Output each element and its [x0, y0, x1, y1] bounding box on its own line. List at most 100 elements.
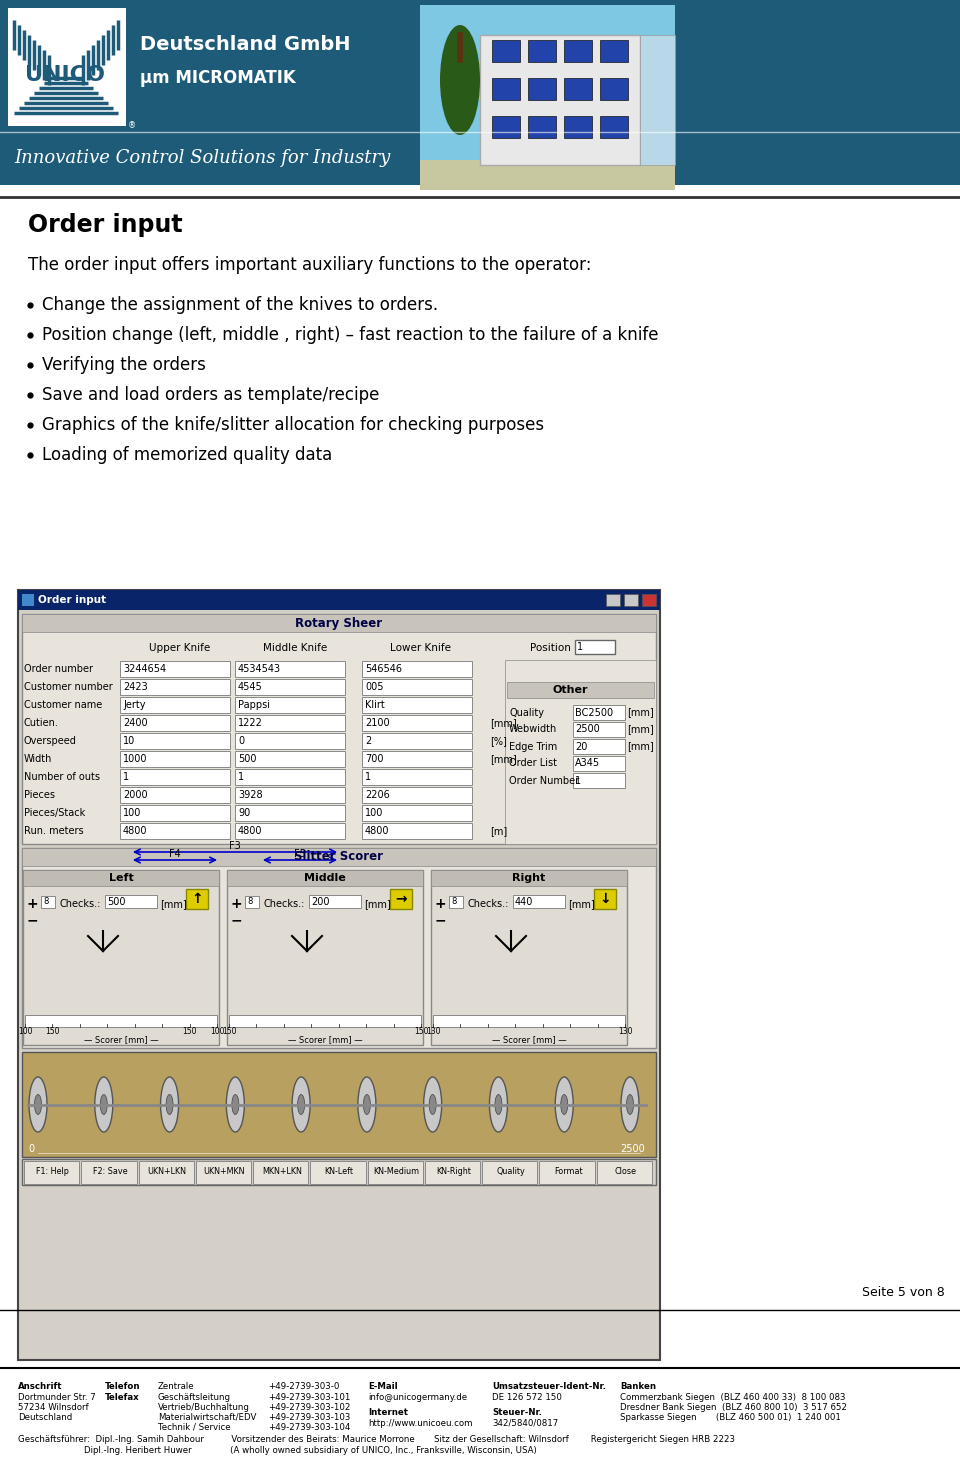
- Text: 440: 440: [515, 896, 534, 907]
- Bar: [227, 870, 423, 1045]
- Bar: [420, 4, 675, 190]
- Bar: [573, 723, 625, 737]
- Text: Lower Knife: Lower Knife: [390, 642, 450, 653]
- Ellipse shape: [429, 1095, 436, 1114]
- Bar: [253, 1161, 308, 1184]
- Bar: [449, 896, 463, 908]
- Text: +49-2739-303-102: +49-2739-303-102: [268, 1403, 350, 1412]
- Bar: [8, 7, 126, 126]
- Text: http://www.unicoeu.com: http://www.unicoeu.com: [368, 1419, 472, 1428]
- Text: Jerty: Jerty: [123, 699, 146, 710]
- Bar: [528, 39, 556, 61]
- Text: Internet: Internet: [368, 1407, 408, 1418]
- Text: +: +: [27, 896, 38, 911]
- Text: +: +: [231, 896, 243, 911]
- Text: Cutien.: Cutien.: [24, 718, 59, 729]
- Text: 4534543: 4534543: [238, 664, 281, 675]
- Bar: [573, 756, 625, 771]
- Bar: [235, 750, 345, 767]
- Text: Position: Position: [530, 642, 571, 653]
- Text: +49-2739-303-0: +49-2739-303-0: [268, 1383, 340, 1391]
- Text: Pieces: Pieces: [24, 790, 55, 800]
- Text: — Scorer [mm] —: — Scorer [mm] —: [84, 1035, 158, 1044]
- Text: F1: Help: F1: Help: [36, 1168, 69, 1177]
- Bar: [18, 590, 660, 1361]
- Text: Banken: Banken: [620, 1383, 656, 1391]
- Text: Steuer-Nr.: Steuer-Nr.: [492, 1407, 542, 1418]
- Bar: [573, 772, 625, 788]
- Ellipse shape: [292, 1077, 310, 1132]
- Text: The order input offers important auxiliary functions to the operator:: The order input offers important auxilia…: [28, 255, 591, 274]
- Text: Left: Left: [108, 873, 133, 883]
- Ellipse shape: [621, 1077, 639, 1132]
- Text: Slitter Scorer: Slitter Scorer: [295, 851, 383, 863]
- Bar: [362, 787, 472, 803]
- Text: Save and load orders as template/recipe: Save and load orders as template/recipe: [42, 385, 379, 404]
- Text: F2: Save: F2: Save: [92, 1168, 128, 1177]
- Text: Geschäftsleitung: Geschäftsleitung: [158, 1393, 231, 1402]
- Bar: [362, 750, 472, 767]
- Text: KN-Right: KN-Right: [436, 1168, 471, 1177]
- Text: Checks.:: Checks.:: [467, 899, 509, 910]
- Text: +: +: [435, 896, 446, 911]
- Text: +49-2739-303-103: +49-2739-303-103: [268, 1413, 350, 1422]
- Text: 1000: 1000: [123, 753, 148, 764]
- Ellipse shape: [495, 1095, 502, 1114]
- Ellipse shape: [166, 1095, 173, 1114]
- Text: 1222: 1222: [238, 718, 263, 729]
- Text: [mm]: [mm]: [160, 899, 187, 910]
- Text: Verifying the orders: Verifying the orders: [42, 356, 205, 374]
- Text: 2500: 2500: [620, 1145, 645, 1153]
- Text: Quality: Quality: [496, 1168, 525, 1177]
- Bar: [186, 889, 208, 910]
- Text: Middle Knife: Middle Knife: [263, 642, 327, 653]
- Bar: [235, 679, 345, 695]
- Bar: [600, 115, 628, 139]
- Text: Order Number: Order Number: [509, 775, 579, 785]
- Text: Width: Width: [24, 753, 53, 764]
- Text: 90: 90: [238, 807, 251, 818]
- Text: 8: 8: [43, 898, 48, 907]
- Bar: [528, 115, 556, 139]
- Text: 10: 10: [123, 736, 135, 746]
- Text: Dipl.-Ing. Heribert Huwer              (A wholly owned subsidiary of UNICO, Inc.: Dipl.-Ing. Heribert Huwer (A wholly owne…: [18, 1445, 537, 1456]
- Ellipse shape: [423, 1077, 442, 1132]
- Text: Umsatzsteuer-Ident-Nr.: Umsatzsteuer-Ident-Nr.: [492, 1383, 606, 1391]
- Bar: [362, 804, 472, 821]
- Ellipse shape: [555, 1077, 573, 1132]
- Bar: [600, 39, 628, 61]
- Text: Change the assignment of the knives to orders.: Change the assignment of the knives to o…: [42, 296, 438, 314]
- Ellipse shape: [227, 1077, 245, 1132]
- Text: 2400: 2400: [123, 718, 148, 729]
- Bar: [425, 1161, 480, 1184]
- Bar: [513, 895, 565, 908]
- Bar: [431, 870, 627, 1045]
- Bar: [120, 804, 230, 821]
- Text: Deutschland GmbH: Deutschland GmbH: [140, 35, 350, 54]
- Bar: [309, 895, 361, 908]
- Text: 2423: 2423: [123, 682, 148, 692]
- Text: 342/5840/0817: 342/5840/0817: [492, 1419, 559, 1428]
- Text: µm MICROMATIK: µm MICROMATIK: [140, 69, 296, 88]
- Text: [mm]: [mm]: [627, 708, 654, 717]
- Text: 1: 1: [238, 772, 244, 783]
- Bar: [22, 848, 656, 1048]
- Text: Klirt: Klirt: [365, 699, 385, 710]
- Bar: [573, 705, 625, 720]
- Text: Zentrale: Zentrale: [158, 1383, 195, 1391]
- Text: 1: 1: [123, 772, 130, 783]
- Text: Dresdner Bank Siegen  (BLZ 460 800 10)  3 517 652: Dresdner Bank Siegen (BLZ 460 800 10) 3 …: [620, 1403, 847, 1412]
- Bar: [540, 1161, 595, 1184]
- Bar: [235, 661, 345, 677]
- Bar: [575, 639, 615, 654]
- Bar: [120, 661, 230, 677]
- Text: Customer number: Customer number: [24, 682, 112, 692]
- Text: 130: 130: [617, 1026, 633, 1035]
- Bar: [22, 848, 656, 866]
- Ellipse shape: [627, 1095, 634, 1114]
- Bar: [482, 1161, 538, 1184]
- Bar: [227, 870, 423, 886]
- Bar: [120, 696, 230, 712]
- Text: ↑: ↑: [191, 892, 203, 907]
- Bar: [235, 715, 345, 731]
